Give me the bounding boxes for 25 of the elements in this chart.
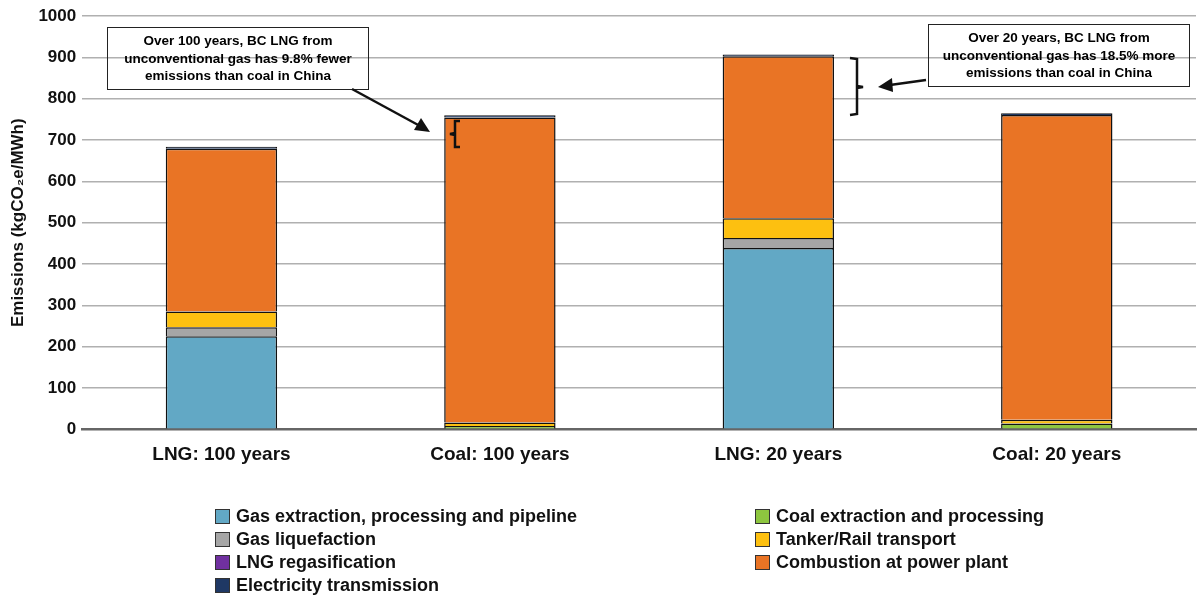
y-tick-label: 400 bbox=[47, 253, 77, 273]
legend-label: Gas liquefaction bbox=[236, 529, 377, 550]
y-tick-label: 500 bbox=[47, 212, 77, 232]
x-tick-label: LNG: 100 years bbox=[152, 442, 291, 464]
callout-box: Over 20 years, BC LNG from unconventional gas has 18.5% more emissions than coal in China bbox=[928, 24, 1190, 87]
x-tick-label: Coal: 100 years bbox=[430, 442, 570, 464]
y-tick-label: 1000 bbox=[38, 5, 77, 25]
y-tick-label: 100 bbox=[47, 377, 77, 397]
legend-label: Electricity transmission bbox=[236, 575, 440, 596]
legend-label: Gas extraction, processing and pipeline bbox=[236, 506, 578, 527]
x-tick-label: LNG: 20 years bbox=[714, 442, 843, 464]
y-tick-label: 0 bbox=[66, 418, 77, 438]
legend-label: Tanker/Rail transport bbox=[776, 529, 956, 550]
callout-box: Over 100 years, BC LNG from unconventional gas has 9.8% fewer emissions than coal in China bbox=[107, 27, 369, 90]
legend-label: LNG regasification bbox=[236, 552, 397, 573]
y-axis-title: Emissions (kgCO₂e/MWh) bbox=[7, 118, 27, 328]
y-tick-label: 700 bbox=[47, 129, 77, 149]
y-tick-label: 900 bbox=[47, 47, 77, 67]
y-tick-label: 800 bbox=[47, 88, 77, 108]
y-tick-label: 200 bbox=[47, 336, 77, 356]
y-tick-label: 600 bbox=[47, 171, 77, 191]
y-tick-label: 300 bbox=[47, 294, 77, 314]
legend-label: Coal extraction and processing bbox=[776, 506, 1045, 527]
x-tick-label: Coal: 20 years bbox=[992, 442, 1122, 464]
legend-label: Combustion at power plant bbox=[776, 552, 1008, 573]
